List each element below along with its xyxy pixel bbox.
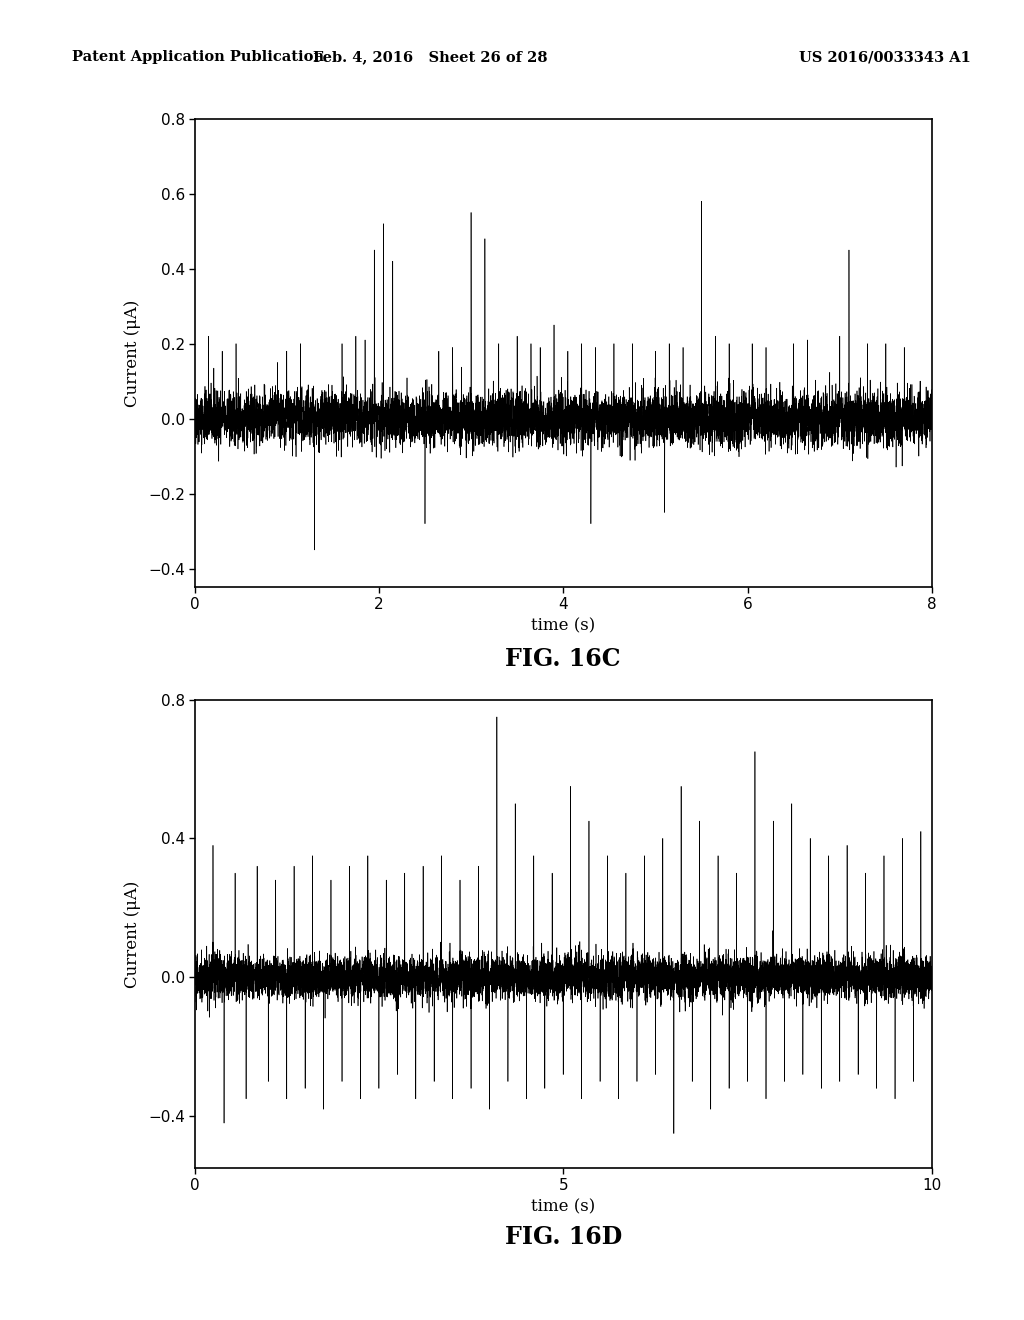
Text: Patent Application Publication: Patent Application Publication — [72, 50, 324, 65]
Text: FIG. 16C: FIG. 16C — [506, 647, 621, 671]
Text: US 2016/0033343 A1: US 2016/0033343 A1 — [799, 50, 971, 65]
Y-axis label: Current (μA): Current (μA) — [124, 300, 141, 407]
X-axis label: time (s): time (s) — [531, 1199, 595, 1216]
Y-axis label: Current (μA): Current (μA) — [124, 880, 141, 987]
X-axis label: time (s): time (s) — [531, 618, 595, 635]
Text: FIG. 16D: FIG. 16D — [505, 1225, 622, 1249]
Text: Feb. 4, 2016   Sheet 26 of 28: Feb. 4, 2016 Sheet 26 of 28 — [312, 50, 548, 65]
